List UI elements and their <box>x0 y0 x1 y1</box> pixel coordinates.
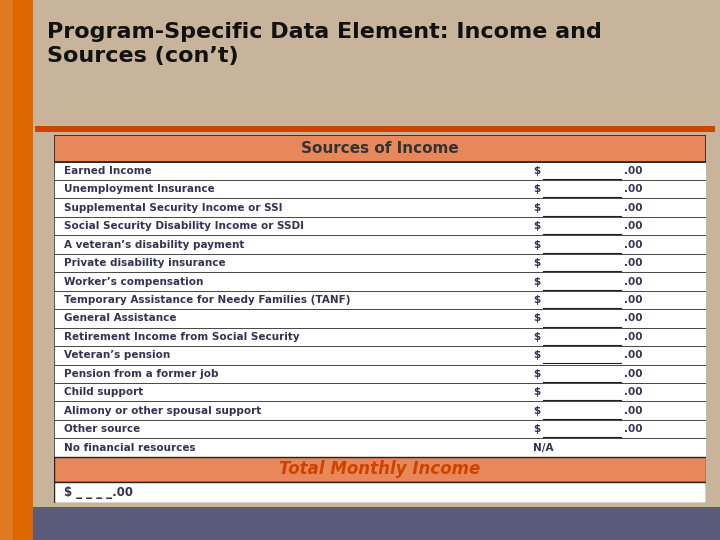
Text: Unemployment Insurance: Unemployment Insurance <box>64 184 215 194</box>
Text: Program-Specific Data Element: Income and
Sources (con’t): Program-Specific Data Element: Income an… <box>47 22 602 66</box>
Bar <box>54 402 706 420</box>
Text: Temporary Assistance for Needy Families (TANF): Temporary Assistance for Needy Families … <box>64 295 350 305</box>
Text: .00: .00 <box>624 184 643 194</box>
Bar <box>54 217 706 235</box>
Text: .00: .00 <box>624 166 643 176</box>
Text: $: $ <box>533 202 540 213</box>
Text: .00: .00 <box>624 369 643 379</box>
Text: Earned Income: Earned Income <box>64 166 151 176</box>
Text: .00: .00 <box>624 202 643 213</box>
Text: $: $ <box>533 350 540 360</box>
Bar <box>54 235 706 254</box>
Text: $: $ <box>533 184 540 194</box>
Text: .00: .00 <box>624 240 643 249</box>
Text: Prepared by Abt Associates for the U.S. Department of Housing and Urban Developm: Prepared by Abt Associates for the U.S. … <box>14 517 568 530</box>
Bar <box>54 457 706 482</box>
Bar <box>54 254 706 272</box>
Bar <box>54 309 706 328</box>
Bar <box>54 135 706 161</box>
Bar <box>54 364 706 383</box>
Bar <box>54 420 706 438</box>
Text: Social Security Disability Income or SSDI: Social Security Disability Income or SSD… <box>64 221 304 231</box>
Text: .00: .00 <box>624 350 643 360</box>
Text: Sources of Income: Sources of Income <box>301 141 459 156</box>
Text: $: $ <box>533 387 540 397</box>
Bar <box>54 383 706 402</box>
Bar <box>54 346 706 364</box>
Text: $: $ <box>533 258 540 268</box>
Bar <box>54 180 706 198</box>
Text: .00: .00 <box>624 406 643 416</box>
Bar <box>54 438 706 457</box>
Text: .00: .00 <box>624 313 643 323</box>
Text: A veteran’s disability payment: A veteran’s disability payment <box>64 240 244 249</box>
Text: $: $ <box>533 221 540 231</box>
Text: No financial resources: No financial resources <box>64 443 195 453</box>
Text: General Assistance: General Assistance <box>64 313 176 323</box>
Bar <box>54 291 706 309</box>
Bar <box>54 328 706 346</box>
Text: $: $ <box>533 424 540 434</box>
Text: $: $ <box>533 332 540 342</box>
Text: .00: .00 <box>624 221 643 231</box>
Text: $: $ <box>533 406 540 416</box>
Bar <box>54 161 706 180</box>
Text: Worker’s compensation: Worker’s compensation <box>64 276 203 287</box>
Text: Private disability insurance: Private disability insurance <box>64 258 225 268</box>
Text: $: $ <box>533 313 540 323</box>
Text: .00: .00 <box>624 332 643 342</box>
Text: $ _ _ _ _.00: $ _ _ _ _.00 <box>64 486 132 499</box>
Text: .00: .00 <box>624 424 643 434</box>
Text: Total Monthly Income: Total Monthly Income <box>279 461 480 478</box>
Text: $: $ <box>533 295 540 305</box>
Text: .00: .00 <box>624 295 643 305</box>
Text: $: $ <box>533 166 540 176</box>
Text: $: $ <box>533 369 540 379</box>
Text: Supplemental Security Income or SSI: Supplemental Security Income or SSI <box>64 202 282 213</box>
Text: 34: 34 <box>690 517 706 530</box>
Text: Retirement Income from Social Security: Retirement Income from Social Security <box>64 332 300 342</box>
Text: Pension from a former job: Pension from a former job <box>64 369 218 379</box>
Text: Veteran’s pension: Veteran’s pension <box>64 350 170 360</box>
Text: N/A: N/A <box>533 443 554 453</box>
Text: Other source: Other source <box>64 424 140 434</box>
Text: $: $ <box>533 276 540 287</box>
Text: .00: .00 <box>624 276 643 287</box>
Bar <box>54 272 706 291</box>
Text: .00: .00 <box>624 387 643 397</box>
Text: .00: .00 <box>624 258 643 268</box>
Bar <box>54 482 706 503</box>
Text: $: $ <box>533 240 540 249</box>
Text: Alimony or other spousal support: Alimony or other spousal support <box>64 406 261 416</box>
Bar <box>54 198 706 217</box>
Text: Child support: Child support <box>64 387 143 397</box>
